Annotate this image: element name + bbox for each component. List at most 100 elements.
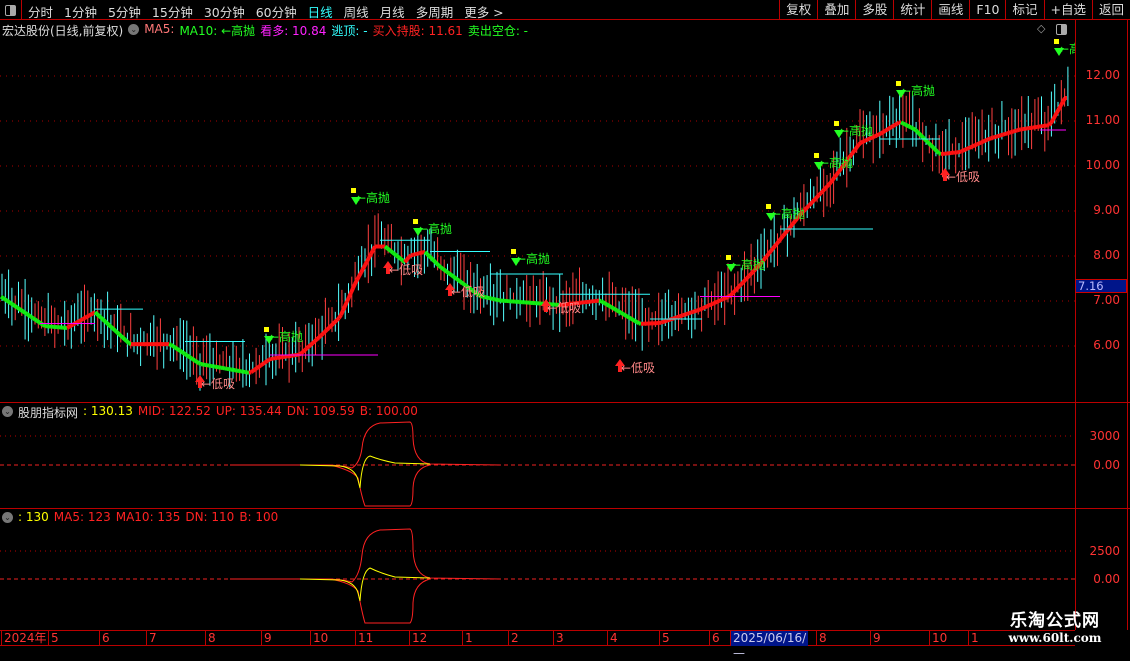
- trend-line-segment: [733, 291, 735, 293]
- trend-line-segment: [697, 310, 699, 311]
- period-tab[interactable]: 更多 >: [464, 2, 503, 21]
- trend-line-segment: [323, 332, 325, 334]
- trend-line-segment: [31, 317, 33, 318]
- period-tab[interactable]: 周线: [344, 2, 369, 21]
- b-value: B: 100: [239, 510, 278, 524]
- trend-line-segment: [1051, 120, 1053, 124]
- chevron-down-icon[interactable]: ⌄: [2, 406, 13, 417]
- trend-line-segment: [837, 171, 839, 174]
- trend-line-segment: [827, 185, 829, 187]
- toolbar-button[interactable]: 叠加: [817, 0, 855, 20]
- trend-line-segment: [21, 310, 23, 311]
- trend-line-segment: [859, 143, 861, 145]
- trend-line-segment: [913, 128, 915, 129]
- trend-line-segment: [125, 340, 127, 342]
- trend-line-segment: [251, 371, 253, 372]
- date-label: 1: [968, 631, 979, 646]
- trend-line-segment: [679, 316, 681, 317]
- trend-line-segment: [855, 147, 857, 150]
- trend-line-segment: [191, 358, 193, 359]
- trend-line-segment: [991, 138, 993, 139]
- trend-line-segment: [439, 266, 441, 268]
- sell-signal-label: ←高抛: [269, 329, 303, 344]
- trend-line-segment: [301, 352, 303, 354]
- pane3-tick: 2500: [1089, 544, 1120, 558]
- trend-line-segment: [43, 325, 45, 326]
- trend-line-segment: [689, 313, 691, 314]
- trend-line-segment: [171, 345, 173, 346]
- trend-line-segment: [975, 144, 977, 145]
- chevron-down-icon[interactable]: ⌄: [2, 512, 13, 523]
- chevron-down-icon[interactable]: ⌄: [128, 24, 139, 35]
- trend-line-segment: [739, 284, 741, 286]
- trend-line-segment: [979, 143, 981, 144]
- trend-line-segment: [185, 354, 187, 355]
- trend-line-segment: [737, 287, 739, 289]
- trend-line-segment: [711, 304, 713, 305]
- ma5-label: MA5:: [144, 22, 174, 39]
- trend-line-segment: [999, 135, 1001, 136]
- trend-line-segment: [869, 138, 871, 139]
- toolbar-button[interactable]: 返回: [1092, 0, 1130, 20]
- period-tab[interactable]: 多周期: [416, 2, 454, 21]
- trend-line-segment: [825, 187, 827, 189]
- period-tab[interactable]: 30分钟: [204, 2, 245, 21]
- toolbar-button[interactable]: 标记: [1005, 0, 1043, 20]
- toolbar-button[interactable]: +自选: [1044, 0, 1092, 20]
- trend-line-segment: [127, 341, 129, 343]
- period-tab[interactable]: 1分钟: [64, 2, 97, 21]
- toolbar-button[interactable]: 多股: [855, 0, 893, 20]
- price-chart[interactable]: ←高抛←高抛←高抛←高抛←高抛←高抛←高抛←高抛←高抛←高抛←低吸←低吸←低吸←…: [0, 38, 1075, 400]
- panel-icon[interactable]: [1056, 24, 1067, 35]
- trend-line-segment: [365, 261, 367, 265]
- trend-line-segment: [1061, 102, 1063, 106]
- trend-line-segment: [1055, 112, 1057, 116]
- trend-line-segment: [11, 303, 13, 304]
- trend-line-segment: [305, 348, 307, 350]
- period-tab[interactable]: 月线: [380, 2, 405, 21]
- date-label: 10: [929, 631, 947, 646]
- trend-line-segment: [269, 359, 271, 360]
- trend-line-segment: [851, 152, 853, 155]
- trend-line-segment: [309, 345, 311, 347]
- trend-line-segment: [675, 317, 677, 318]
- diamond-icon[interactable]: ◇: [1037, 22, 1045, 35]
- trend-line-segment: [409, 255, 411, 257]
- trend-line-segment: [303, 350, 305, 352]
- period-tab[interactable]: 5分钟: [108, 2, 141, 21]
- trend-line-segment: [963, 150, 965, 151]
- trend-line-segment: [173, 346, 175, 347]
- period-tab[interactable]: 分时: [28, 2, 53, 21]
- toolbar-button[interactable]: 复权: [779, 0, 817, 20]
- trend-line-segment: [969, 147, 971, 148]
- trend-line-segment: [317, 337, 319, 339]
- period-tab[interactable]: 日线: [308, 2, 333, 21]
- panel-toggle-button[interactable]: [0, 0, 22, 20]
- trend-line-segment: [357, 276, 359, 280]
- toolbar-button[interactable]: 统计: [893, 0, 931, 20]
- trend-line-segment: [717, 301, 719, 302]
- trend-line-segment: [1017, 130, 1019, 131]
- trend-line-segment: [181, 351, 183, 352]
- trend-line-segment: [367, 258, 369, 262]
- trend-line-segment: [995, 136, 997, 137]
- toolbar-button[interactable]: F10: [969, 0, 1005, 20]
- trend-line-segment: [929, 143, 931, 145]
- trend-line-segment: [37, 321, 39, 322]
- trend-line-segment: [255, 368, 257, 369]
- trend-line-segment: [893, 125, 895, 126]
- trend-line-segment: [371, 250, 373, 254]
- scrollbar[interactable]: [1127, 20, 1128, 630]
- toolbar-button[interactable]: 画线: [931, 0, 969, 20]
- trend-line-segment: [765, 256, 767, 258]
- indicator-pane-2[interactable]: [0, 525, 1075, 630]
- trend-line-segment: [1053, 116, 1055, 120]
- indicator-pane-1[interactable]: [0, 418, 1075, 508]
- period-tab[interactable]: 60分钟: [256, 2, 297, 21]
- trend-line-segment: [13, 305, 15, 306]
- period-tab[interactable]: 15分钟: [152, 2, 193, 21]
- ma5-value: MA5: 123: [54, 510, 111, 524]
- trend-line-segment: [117, 332, 119, 334]
- sell-signal-label: ←高抛: [819, 155, 853, 170]
